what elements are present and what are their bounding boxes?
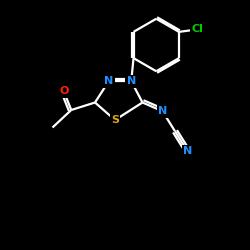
Text: O: O: [59, 86, 69, 96]
Text: N: N: [104, 76, 113, 86]
Text: N: N: [183, 146, 192, 156]
Text: S: S: [111, 115, 119, 125]
Text: N: N: [158, 106, 167, 116]
Text: Cl: Cl: [192, 24, 204, 34]
Text: N: N: [127, 76, 136, 86]
